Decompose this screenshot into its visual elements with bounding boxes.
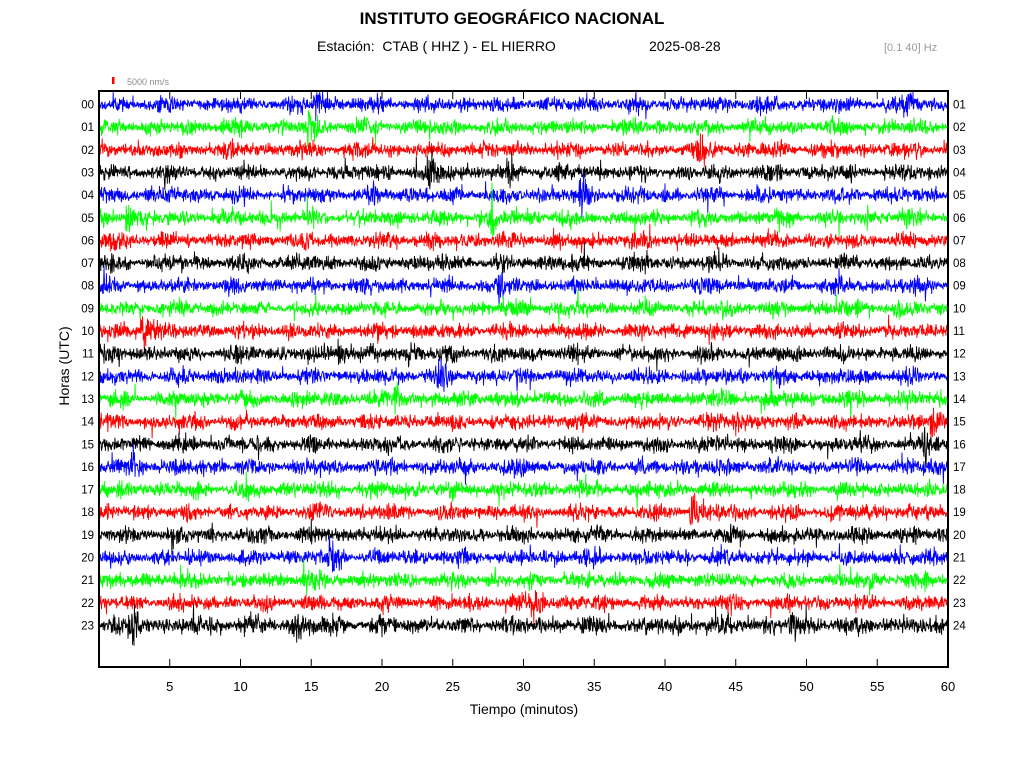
x-tick-label: 40	[658, 679, 672, 694]
left-hour-label: 14	[81, 417, 94, 429]
right-hour-label: 22	[953, 575, 966, 587]
left-hour-label: 01	[81, 122, 94, 134]
trace-hour-18	[98, 492, 949, 528]
right-hour-label: 21	[953, 553, 966, 565]
trace-hour-08	[98, 265, 949, 308]
right-hour-label: 10	[953, 303, 966, 315]
trace-hour-22	[98, 590, 949, 626]
left-hour-label: 17	[81, 485, 94, 497]
y-axis-title: Horas (UTC)	[56, 326, 72, 405]
trace-hour-01	[98, 110, 949, 148]
right-hour-labels: 01 02 03 04 05 06 07 08 09 10 11 12 13 14 15 16 17 18 19 20…	[953, 100, 966, 633]
left-hour-label: 04	[81, 190, 94, 202]
right-hour-label: 13	[953, 371, 966, 383]
trace-hour-13	[98, 376, 949, 421]
scale-bar: 5000 nm/s	[112, 77, 170, 87]
right-hour-label: 06	[953, 213, 966, 225]
left-hour-label: 09	[81, 303, 94, 315]
left-hour-label: 10	[81, 326, 94, 338]
scale-bar-mark	[112, 77, 115, 84]
trace-hour-14	[98, 407, 949, 439]
x-tick-label: 30	[516, 679, 530, 694]
left-hour-label: 21	[81, 575, 94, 587]
trace-hour-06	[98, 223, 949, 254]
left-hour-label: 06	[81, 235, 94, 247]
left-hour-label: 18	[81, 507, 94, 519]
x-tick-label: 45	[729, 679, 743, 694]
trace-hour-05	[98, 182, 949, 237]
x-tick-label: 25	[446, 679, 460, 694]
right-hour-label: 12	[953, 349, 966, 361]
trace-hour-23	[98, 603, 949, 646]
right-hour-label: 15	[953, 417, 966, 429]
right-hour-label: 17	[953, 462, 966, 474]
left-hour-label: 05	[81, 213, 94, 225]
trace-hour-15	[98, 426, 949, 468]
right-hour-label: 08	[953, 258, 966, 270]
trace-hour-02	[98, 133, 949, 167]
trace-hour-09	[98, 289, 949, 325]
right-hour-label: 03	[953, 145, 966, 157]
right-hour-label: 14	[953, 394, 966, 406]
right-hour-label: 20	[953, 530, 966, 542]
right-hour-label: 01	[953, 100, 966, 112]
left-hour-label: 07	[81, 258, 94, 270]
left-hour-label: 08	[81, 281, 94, 293]
left-hour-label: 23	[81, 620, 94, 632]
right-hour-label: 02	[953, 122, 966, 134]
left-hour-label: 00	[81, 100, 94, 112]
x-tick-label: 50	[799, 679, 813, 694]
trace-hour-16	[98, 443, 949, 485]
x-tick-label: 15	[304, 679, 318, 694]
trace-hour-12	[98, 358, 949, 392]
trace-hour-03	[98, 147, 949, 190]
left-hour-label: 19	[81, 530, 94, 542]
right-hour-label: 23	[953, 598, 966, 610]
x-tick-label: 35	[587, 679, 601, 694]
left-hour-label: 03	[81, 167, 94, 179]
trace-hour-20	[98, 535, 949, 573]
chart-title: INSTITUTO GEOGRÁFICO NACIONAL	[359, 9, 665, 28]
right-hour-label: 07	[953, 235, 966, 247]
trace-hour-04	[98, 171, 949, 218]
left-hour-label: 02	[81, 145, 94, 157]
scale-bar-label: 5000 nm/s	[127, 77, 170, 87]
date-label: 2025-08-28	[649, 38, 721, 54]
right-hour-label: 19	[953, 507, 966, 519]
x-tick-label: 60	[941, 679, 955, 694]
right-hour-label: 16	[953, 439, 966, 451]
right-hour-label: 24	[953, 620, 966, 632]
x-tick-label: 10	[233, 679, 247, 694]
trace-hour-21	[98, 558, 949, 596]
x-axis-ticks: 5 10 15 20 25 30 35 40 45 50 55 60	[166, 91, 955, 694]
x-tick-label: 20	[375, 679, 389, 694]
left-hour-label: 13	[81, 394, 94, 406]
left-hour-labels: 00 01 02 03 04 05 06 07 08 09 10 11 12 13 14 15 16 17 18 19…	[81, 100, 94, 633]
trace-hour-10	[98, 314, 949, 353]
right-hour-label: 11	[953, 326, 965, 338]
trace-hour-07	[98, 241, 949, 275]
right-hour-label: 05	[953, 190, 966, 202]
right-hour-label: 09	[953, 281, 966, 293]
right-hour-label: 04	[953, 167, 966, 179]
trace-hour-19	[98, 518, 949, 556]
trace-hour-00	[98, 91, 949, 122]
left-hour-label: 11	[82, 349, 94, 361]
x-tick-label: 55	[870, 679, 884, 694]
left-hour-label: 20	[81, 553, 94, 565]
x-tick-label: 5	[166, 679, 173, 694]
trace-hour-17	[98, 471, 949, 509]
filter-band-label: [0.1 40] Hz	[884, 42, 938, 54]
left-hour-label: 12	[81, 371, 94, 383]
trace-hour-11	[98, 338, 949, 372]
trace-layer	[98, 91, 949, 646]
left-hour-label: 22	[81, 598, 94, 610]
left-hour-label: 16	[81, 462, 94, 474]
left-hour-label: 15	[81, 439, 94, 451]
x-axis-title: Tiempo (minutos)	[470, 701, 578, 717]
station-label: Estación: CTAB ( HHZ ) - EL HIERRO	[317, 38, 556, 54]
right-hour-label: 18	[953, 485, 966, 497]
